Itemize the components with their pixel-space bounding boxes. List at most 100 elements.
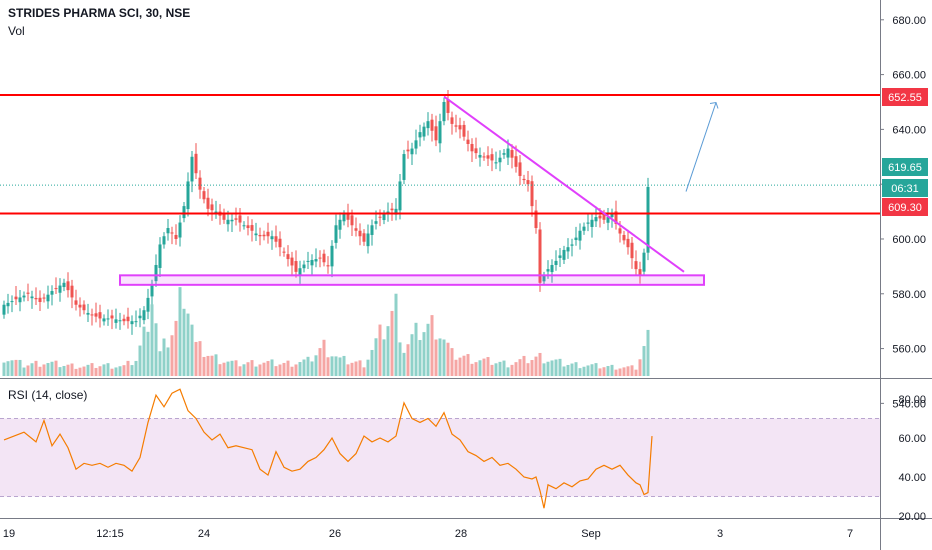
volume-bar [278, 364, 282, 376]
volume-bar [66, 364, 70, 376]
candle-body [294, 261, 298, 272]
candle-body [154, 265, 158, 282]
volume-bar [250, 360, 254, 376]
volume-bar [586, 365, 590, 376]
price-tick-label: 660.00 [892, 70, 926, 82]
volume-bar [334, 356, 338, 376]
candle-body [98, 312, 102, 319]
candle-body [490, 154, 494, 161]
volume-bar [186, 313, 190, 376]
candle-body [594, 217, 598, 222]
rsi-pane[interactable] [0, 388, 880, 509]
candle-body [10, 301, 14, 303]
price-badge [882, 158, 928, 176]
candle-body [442, 101, 446, 122]
volume-bar [238, 366, 242, 376]
candle-body [190, 156, 194, 182]
volume-bar [414, 322, 418, 376]
volume-bar [478, 360, 482, 376]
candle-body [554, 260, 558, 266]
candle-body [518, 162, 522, 176]
volume-bar [306, 356, 310, 376]
candle-body [446, 99, 450, 113]
volume-bar [114, 367, 118, 376]
candle-body [454, 125, 458, 127]
time-tick-label: 12:15 [96, 528, 124, 540]
candle-body [238, 215, 242, 223]
candle-body [506, 148, 510, 158]
candle-body [486, 155, 490, 159]
candle-body [194, 153, 198, 174]
volume-bar [178, 287, 182, 376]
volume-bar [522, 355, 526, 376]
base-zone-rect [119, 274, 705, 286]
volume-bar [482, 358, 486, 376]
volume-bar [406, 344, 410, 376]
volume-bar [190, 324, 194, 376]
candle-body [306, 260, 310, 262]
volume-bar [506, 367, 510, 376]
volume-bar [618, 368, 622, 376]
volume-bar [90, 363, 94, 376]
candle-body [302, 264, 306, 269]
price-tick-label: 540.00 [892, 398, 926, 410]
price-tick-label: 580.00 [892, 289, 926, 301]
volume-bar [166, 347, 170, 376]
volume-bar [638, 359, 642, 376]
time-tick-label: 24 [198, 528, 210, 540]
volume-bar [642, 346, 646, 376]
volume-bar [102, 364, 106, 376]
volume-bar [38, 366, 42, 376]
volume-bar [78, 367, 82, 376]
volume-bar [350, 362, 354, 376]
volume-bar [534, 356, 538, 376]
volume-bar [578, 368, 582, 376]
candle-body [482, 156, 486, 158]
volume-bar [566, 364, 570, 376]
candle-body [538, 229, 542, 283]
candle-body [430, 119, 434, 131]
candle-body [110, 315, 114, 319]
candle-body [70, 285, 74, 298]
candle-body [398, 181, 402, 211]
volume-bar [198, 341, 202, 376]
candle-body [30, 296, 34, 299]
volume-bar [582, 366, 586, 376]
volume-bar [226, 361, 230, 376]
candle-body [494, 162, 498, 164]
volume-bar [94, 367, 98, 376]
volume-bar [150, 304, 154, 376]
candle-body [378, 216, 382, 218]
volume-bar [606, 366, 610, 376]
volume-bar [526, 363, 530, 376]
rsi-tick-label: 60.00 [898, 433, 926, 445]
volume-bar [158, 351, 162, 376]
candle-body [478, 154, 482, 158]
volume-bar [422, 332, 426, 376]
candle-body [278, 238, 282, 248]
time-tick-label: 3 [717, 528, 723, 540]
candle-body [618, 228, 622, 234]
candle-body [66, 281, 70, 291]
candle-body [382, 214, 386, 221]
candle-body [210, 204, 214, 211]
volume-bar [218, 364, 222, 376]
candle-body [266, 231, 270, 237]
candle-body [434, 126, 438, 141]
candle-body [590, 219, 594, 227]
volume-bar [30, 363, 34, 376]
candle-body [26, 292, 30, 294]
volume-bar [622, 367, 626, 376]
volume-bar [254, 366, 258, 376]
candle-body [474, 148, 478, 154]
candle-body [450, 117, 454, 124]
volume-bar [550, 360, 554, 376]
volume-bar [154, 323, 158, 376]
candle-body [82, 304, 86, 311]
volume-bar [558, 358, 562, 376]
candle-body [470, 143, 474, 152]
volume-bar [386, 326, 390, 376]
volume-bar [302, 359, 306, 376]
volume-bar [418, 340, 422, 376]
